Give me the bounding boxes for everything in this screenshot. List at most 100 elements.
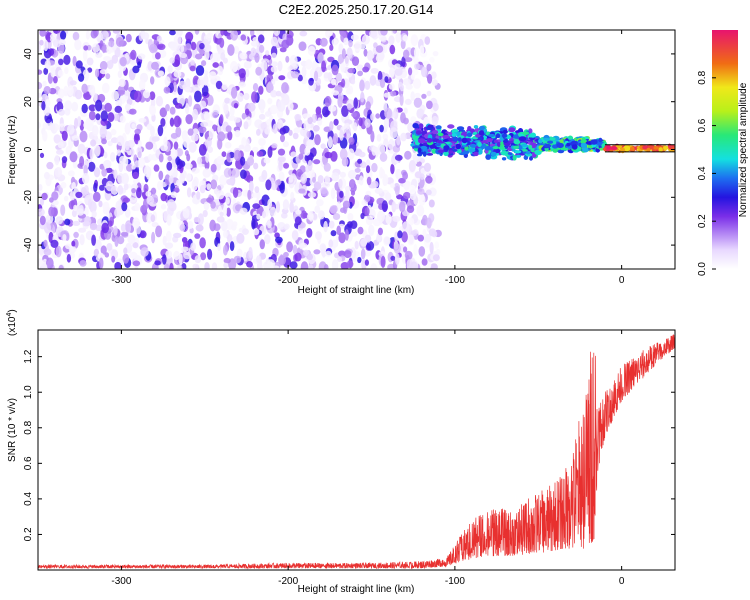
spectrogram-cell — [250, 30, 255, 37]
spectrogram-cell — [364, 194, 371, 203]
spectrogram-cell — [81, 83, 88, 94]
spectrogram-cell — [430, 263, 438, 269]
spectrogram-cell — [383, 92, 391, 98]
spectrogram-cell — [91, 210, 97, 218]
spectrogram-cell — [57, 88, 65, 99]
spectrogram-cell — [320, 189, 329, 197]
spectrogram-cell — [427, 73, 433, 84]
spectrogram-cell — [175, 156, 181, 166]
spectrogram-cell — [130, 49, 137, 61]
spectrogram-cell — [265, 179, 272, 191]
spectrogram-cell — [336, 225, 342, 236]
spectrogram-cell — [207, 146, 213, 154]
spectrogram-cell — [55, 216, 64, 225]
spectrogram-cell — [83, 91, 92, 100]
spectrogram-cell — [211, 262, 218, 269]
spectrogram-cell — [344, 185, 351, 192]
spectrogram-cell — [358, 151, 366, 158]
spectrogram-cell — [243, 121, 249, 130]
spectrogram-cell — [121, 202, 128, 212]
spectrogram-cell — [417, 153, 422, 157]
spectrogram-cell — [420, 145, 428, 150]
spectrogram-cell — [415, 130, 422, 135]
spectrogram-cell — [75, 191, 83, 199]
spectrogram-cell — [653, 146, 659, 150]
spectrogram-cell — [125, 103, 131, 112]
spectrogram-cell — [435, 135, 440, 139]
spectrogram-cell — [258, 138, 266, 146]
spectrogram-cell — [238, 144, 245, 150]
spectrogram-cell — [307, 253, 313, 261]
spectrogram-cell — [278, 255, 286, 266]
spectrogram-cell — [566, 142, 571, 147]
spectrogram-cell — [417, 147, 422, 153]
spectrogram-cell — [267, 198, 273, 209]
spectrogram-cell — [68, 246, 77, 253]
spectrogram-cell — [229, 106, 235, 117]
spectrogram-cell — [230, 30, 239, 41]
spectrogram-cell — [313, 159, 321, 165]
spectrogram-cell — [134, 202, 141, 212]
spectrogram-cell — [226, 152, 231, 163]
snr-series-line — [38, 333, 675, 570]
spectrogram-cell — [170, 132, 178, 139]
spectrogram-cell — [38, 184, 43, 191]
spectrogram-cell — [43, 86, 51, 95]
spectrogram-cell — [227, 44, 235, 56]
spectrogram-cell — [297, 74, 303, 82]
colorbar-tick-label: 0.4 — [697, 166, 708, 180]
spectrogram-cell — [308, 77, 314, 86]
spectrogram-cell — [403, 180, 411, 191]
spectrogram-cell — [219, 114, 224, 125]
spectrogram-cell — [394, 185, 400, 196]
spectrogram-cell — [129, 251, 138, 259]
snr-x-label: Height of straight line (km) — [298, 584, 415, 595]
spectrogram-cell — [473, 151, 479, 157]
spectrogram-cell — [48, 48, 55, 56]
spectrogram-cell — [331, 64, 339, 76]
spectrogram-cell — [343, 250, 352, 259]
spectrogram-cell — [370, 113, 375, 121]
spectrogram-cell — [371, 162, 378, 173]
spectrogram-cell — [389, 90, 397, 97]
spectrogram-cell — [404, 150, 412, 160]
spectrogram-cell — [404, 250, 413, 260]
spectrogram-cell — [303, 249, 310, 257]
spectrogram-cell — [191, 179, 198, 191]
spectrogram-cell — [410, 34, 419, 47]
spectrogram-cell — [182, 136, 191, 148]
spectrogram-cell — [323, 72, 329, 79]
spectrogram-cell — [232, 187, 239, 199]
spectrogram-cell — [330, 230, 337, 237]
spectrogram-cell — [363, 48, 368, 57]
spectrogram-cell — [112, 30, 120, 34]
spectrogram-cell — [284, 223, 290, 230]
spectrogram-cell — [328, 105, 333, 112]
spectrogram-cell — [431, 230, 438, 238]
spectrogram-cell — [79, 234, 85, 246]
spectrogram-cell — [502, 129, 508, 134]
spectrogram-cell — [203, 74, 209, 86]
spectrogram-cell — [201, 84, 209, 97]
spectrogram-cell — [180, 246, 189, 252]
spectrogram-cell — [331, 239, 339, 248]
x-tick-label: -200 — [278, 576, 298, 587]
spectrogram-cell — [252, 203, 261, 210]
spectrogram-cell — [408, 160, 416, 172]
spectrogram-cell — [169, 262, 174, 269]
spectrogram-cell — [277, 148, 286, 156]
spectrogram-cell — [425, 175, 433, 184]
spectrogram-cell — [292, 132, 299, 140]
spectrogram-cell — [344, 122, 350, 130]
spectrogram-cell — [414, 92, 421, 98]
y-tick-label: 40 — [23, 48, 34, 60]
spectrogram-cell — [263, 157, 271, 164]
spectrogram-cell — [279, 127, 287, 135]
spectrogram-cell — [250, 40, 259, 47]
spectrogram-cell — [258, 113, 266, 120]
spectrogram-cell — [208, 71, 217, 80]
spectrogram-cell — [361, 34, 370, 45]
spectrogram-cell — [379, 124, 384, 133]
spectrogram-cell — [384, 76, 389, 83]
